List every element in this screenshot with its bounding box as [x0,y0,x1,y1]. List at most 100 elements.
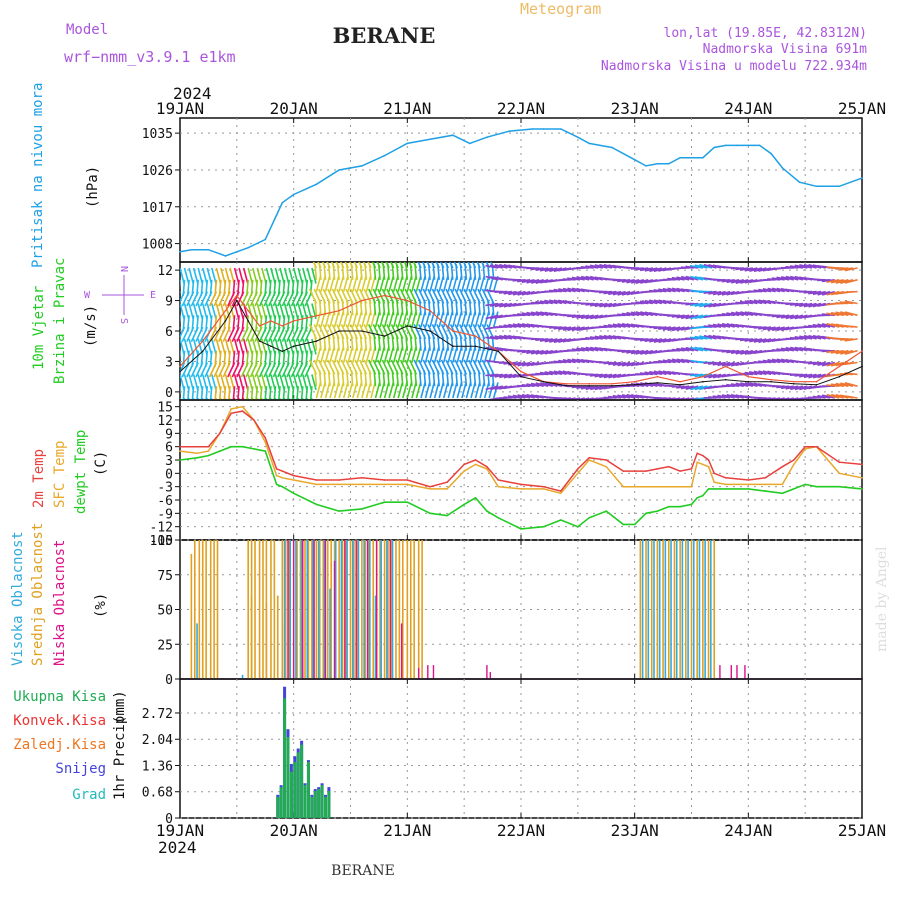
sfc-temp-line-point [861,477,863,479]
pressure-line-point [753,145,755,147]
dewpt-line-point [634,524,636,526]
temp2m-line-point [713,473,715,475]
legend-conv: Konvek.Kisa [13,713,106,729]
bottom-date-label: 25JAN [838,821,886,840]
pressure-line-point [543,128,545,130]
sfc-temp-line-point [634,486,636,488]
wind-arrow [173,398,180,413]
temp2m-line-point [208,446,210,448]
sfc-temp-line-point [713,481,715,483]
pressure-line-point [736,145,738,147]
temp2m-line-point [765,477,767,479]
temp2m-line-point [179,446,181,448]
dewpt-line-point [446,515,448,517]
y-tick-label: -3 [157,481,173,496]
precip-bar [317,789,320,818]
temp2m-line-point [338,479,340,481]
legend-frozen: Zaledj.Kisa [13,737,106,753]
pressure-unit: (hPa) [85,166,101,208]
dewpt-line-point [338,510,340,512]
dewpt-line-point [253,448,255,450]
pressure-line-point [770,153,772,155]
pressure-line-point [713,147,715,149]
pressure-line-point [839,186,841,188]
wind-unit: (m/s) [83,305,99,347]
dewpt-line-point [560,519,562,521]
temp2m-line-point [560,490,562,492]
y-tick-label: 1.36 [142,759,173,774]
compass-n: N [118,266,129,272]
precip-bar [321,785,324,818]
dewpt-line-point [429,513,431,515]
temp2m-line-point [316,479,318,481]
pressure-line-point [236,251,238,253]
wind-gust-line-point [520,371,522,373]
top-date-label: 25JAN [838,99,886,118]
precip-bar [300,745,303,818]
temp2m-line-point [230,413,232,415]
wind-speed-line-point [793,383,795,385]
pressure-line-point [657,163,659,165]
wind-gust-line-point [657,376,659,378]
pressure-line-point [293,194,295,196]
wind-speed-line-point [179,371,181,373]
pressure-line-point [452,134,454,136]
dewpt-line-point [293,493,295,495]
sfc-temp-line-point [242,406,244,408]
sfc-temp-line-point [560,493,562,495]
sfc-temp-line-point [645,486,647,488]
pressure-line-point [634,159,636,161]
bottom-date-label: 22JAN [497,821,545,840]
sfc-temp-line-point [691,486,693,488]
sfc-temp-line-point [623,486,625,488]
sfc-temp-line-point [657,486,659,488]
bottom-date-label: 24JAN [724,821,772,840]
temp2m-line-point [475,459,477,461]
pressure-line-point [588,143,590,145]
wind-speed-line-point [725,379,727,381]
temp2m-line-point [543,486,545,488]
precip-bar [324,797,327,818]
temp2m-line-point [804,446,806,448]
dewpt-line-point [282,486,284,488]
top-date-label: 22JAN [497,99,545,118]
pressure-line-point [748,145,750,147]
compass-e: E [150,290,156,301]
pressure-line-point [469,143,471,145]
pressure-line-point [611,147,613,149]
wind-speed-line-point [247,320,249,322]
dewpt-line-point [708,488,710,490]
temp2m-line-point [623,470,625,472]
pressure-line-point [208,249,210,251]
model-elevation: Nadmorska Visina u modelu 722.934m [601,59,867,74]
temp2m-line-point [816,446,818,448]
legend-total: Ukupna Kisa [13,689,106,705]
wind-speed-line-point [634,384,636,386]
y-tick-label: 0 [165,467,173,482]
legend-hail: Grad [72,787,106,803]
temp2m-line-point [634,470,636,472]
temp2m-line-point [645,470,647,472]
dewpt-line-point [645,513,647,515]
precip-bar [276,797,279,818]
wind-gust-line-point [247,310,249,312]
wind-speed-line-point [611,385,613,387]
y-tick-label: 25 [157,638,173,653]
wind-speed-line-point [407,325,409,327]
dewpt-line-point [668,506,670,508]
dewpt-line-point [623,524,625,526]
wind-gust-line-point [566,383,568,385]
temp2m-line-point [384,479,386,481]
dewpt-line [180,447,862,529]
sfc-temp-line-point [446,488,448,490]
precip-bar [286,737,289,818]
precip-panel: 00.681.362.042.72 [142,679,862,827]
dewpt-line-point [463,504,465,506]
precip-bar [280,787,283,818]
pressure-line-point [429,139,431,141]
wind-gust-line-point [361,300,363,302]
precip-bar [304,785,307,818]
wind-gust-line-point [429,310,431,312]
